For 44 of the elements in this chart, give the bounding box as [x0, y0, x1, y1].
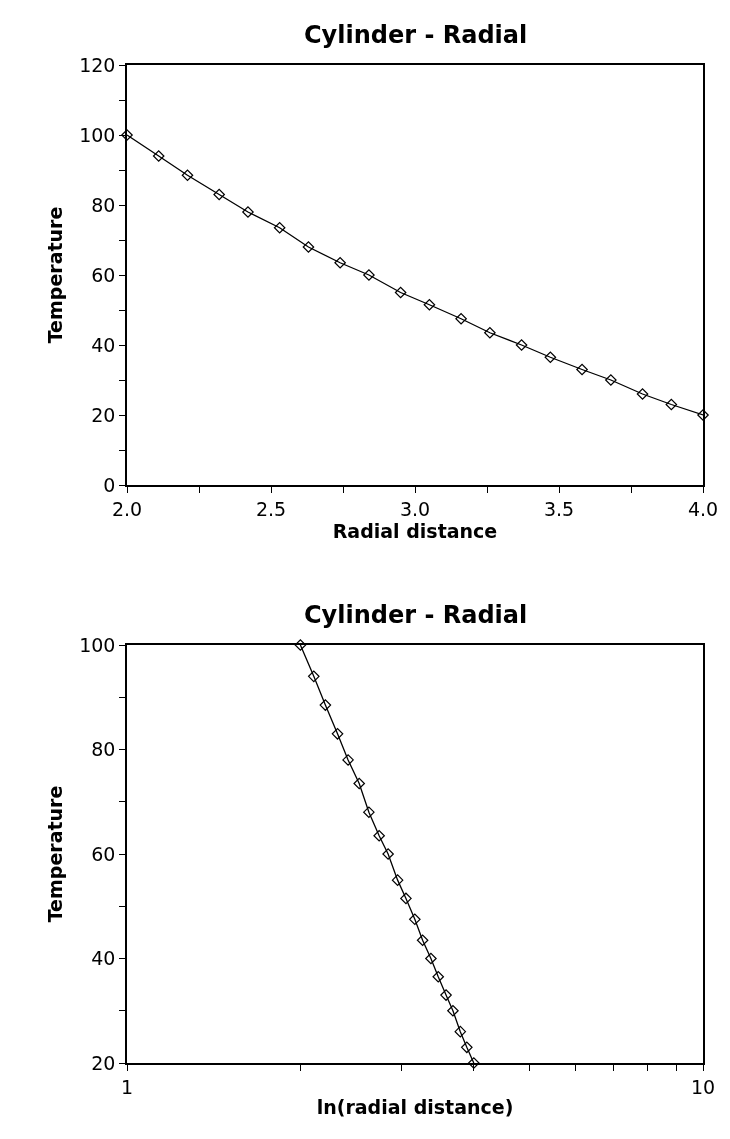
y-tick-label: 60	[91, 842, 116, 865]
chart-title: Cylinder - Radial	[304, 21, 528, 49]
x-tick-label: 10	[690, 1075, 716, 1098]
point	[334, 256, 346, 269]
point	[394, 286, 407, 299]
chart-title: Cylinder - Radial	[304, 601, 528, 629]
x-tick-label: 3.0	[399, 497, 431, 520]
y-tick-label: 100	[79, 123, 116, 146]
x-axis-title: Radial distance	[332, 519, 498, 542]
point	[697, 409, 709, 421]
point	[515, 339, 528, 351]
point	[363, 269, 375, 281]
point	[181, 169, 194, 182]
y-tick-label: 60	[91, 263, 116, 286]
point	[484, 326, 496, 339]
x-axis-title: ln(radial distance)	[316, 1095, 514, 1118]
point	[273, 221, 286, 234]
point	[636, 388, 649, 400]
y-tick-label: 100	[79, 633, 116, 656]
point	[455, 312, 467, 325]
y-tick-label: 80	[91, 193, 116, 216]
point	[544, 351, 557, 364]
point	[605, 374, 617, 386]
y-tick-label: 40	[91, 333, 116, 356]
point	[423, 298, 436, 311]
y-tick-label: 20	[91, 1051, 116, 1074]
point	[213, 188, 225, 201]
x-tick-label: 2.5	[255, 497, 287, 520]
point	[665, 398, 678, 411]
y-axis-title: Temperature	[43, 206, 66, 344]
y-tick-label: 40	[91, 947, 116, 970]
x-tick-label: 3.5	[543, 497, 575, 520]
point	[152, 150, 165, 162]
point	[242, 206, 254, 218]
x-tick-label: 4.0	[687, 497, 719, 520]
y-tick-label: 20	[91, 403, 116, 426]
x-tick-label: 1	[120, 1075, 134, 1098]
x-tick-label: 2.0	[111, 497, 143, 520]
y-tick-label: 80	[91, 738, 116, 761]
y-tick-label: 120	[79, 53, 116, 76]
y-tick-label: 0	[103, 473, 116, 496]
point	[302, 241, 315, 253]
y-axis-title: Temperature	[43, 785, 66, 923]
point	[576, 363, 588, 376]
